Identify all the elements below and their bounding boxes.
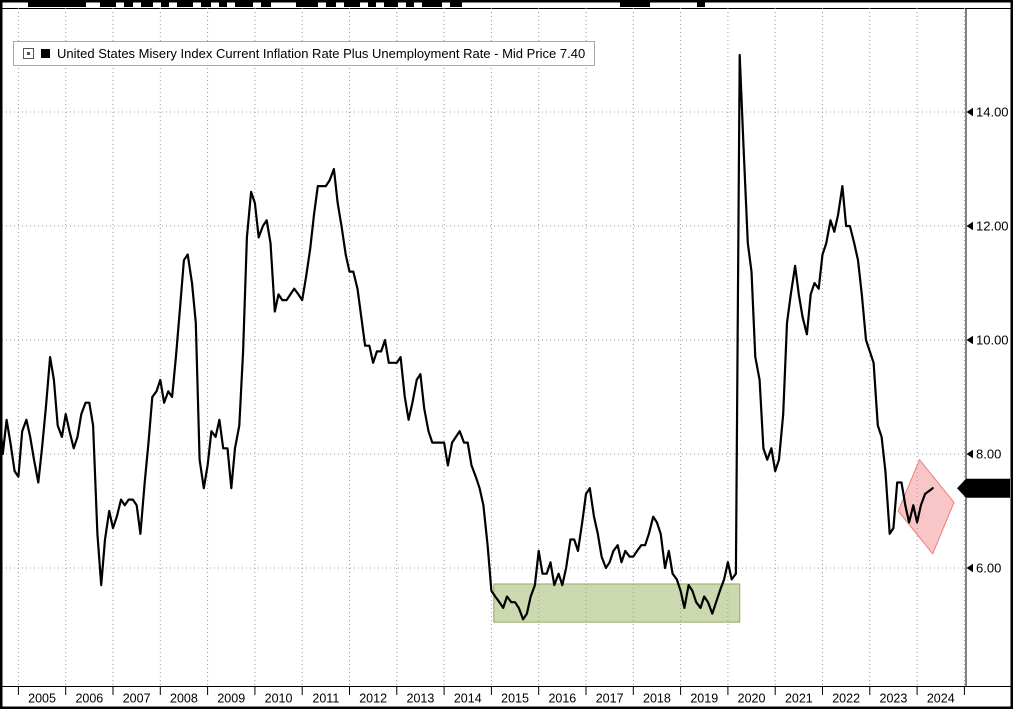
- cropped-header-mark: [124, 1, 133, 7]
- y-axis-tick-label: 8.00: [976, 447, 1001, 462]
- x-axis-year-label: 2015: [501, 692, 529, 706]
- cropped-header-mark: [384, 1, 398, 7]
- cropped-header-mark: [141, 1, 153, 7]
- y-axis-tick-label: 10.00: [976, 333, 1009, 348]
- cropped-header-mark: [344, 1, 360, 7]
- y-tick-arrow-icon: [966, 449, 973, 459]
- cropped-header-mark: [620, 1, 650, 7]
- x-axis-year-label: 2024: [927, 692, 955, 706]
- y-axis-tick-label: 6.00: [976, 561, 1001, 576]
- x-axis-year-label: 2013: [407, 692, 435, 706]
- x-axis-year-label: 2017: [596, 692, 624, 706]
- misery-index-line[interactable]: [0, 53, 934, 621]
- x-axis-year-label: 2014: [454, 692, 482, 706]
- legend-toggle-icon[interactable]: [23, 48, 34, 59]
- x-axis-year-label: 2023: [880, 692, 908, 706]
- cropped-header-mark: [28, 1, 86, 7]
- last-price-tag: [957, 478, 1010, 498]
- low-range-highlight: [493, 583, 741, 623]
- x-axis-year-label: 2006: [75, 692, 103, 706]
- recent-upturn-highlight: [897, 458, 955, 555]
- cropped-header-mark: [450, 1, 462, 7]
- x-axis-year-label: 2022: [832, 692, 860, 706]
- cropped-header-mark: [422, 1, 442, 7]
- x-axis-year-label: 2009: [217, 692, 245, 706]
- series-color-swatch-icon: [41, 49, 50, 58]
- x-axis-year-label: 2016: [548, 692, 576, 706]
- x-axis-year-label: 2018: [643, 692, 671, 706]
- x-axis-year-label: 2012: [359, 692, 387, 706]
- series-legend-label: United States Misery Index Current Infla…: [57, 46, 586, 61]
- cropped-header-mark: [368, 1, 376, 7]
- x-axis-year-label: 2021: [785, 692, 813, 706]
- cropped-header-mark: [406, 1, 414, 7]
- y-axis-tick-label: 12.00: [976, 219, 1009, 234]
- x-axis-year-label: 2010: [265, 692, 293, 706]
- cropped-header-mark: [261, 1, 271, 7]
- x-axis-year-label: 2011: [312, 692, 339, 706]
- cropped-header-mark: [100, 1, 116, 7]
- x-axis-year-label: 2007: [123, 692, 151, 706]
- y-axis-tick-label: 14.00: [976, 105, 1009, 120]
- y-tick-arrow-icon: [966, 563, 973, 573]
- cropped-header-mark: [201, 1, 211, 7]
- cropped-header-mark: [326, 1, 336, 7]
- y-tick-arrow-icon: [966, 221, 973, 231]
- cropped-header-mark: [219, 1, 227, 7]
- x-axis-year-label: 2020: [738, 692, 766, 706]
- cropped-header-mark: [697, 1, 705, 7]
- legend: United States Misery Index Current Infla…: [13, 41, 596, 66]
- last-price-value: 7.40: [976, 481, 1000, 495]
- cropped-header-mark: [177, 1, 193, 7]
- x-axis-year-label: 2005: [28, 692, 56, 706]
- cropped-header-mark: [161, 1, 169, 7]
- x-axis-year-label: 2019: [690, 692, 718, 706]
- cropped-header-mark: [235, 1, 253, 7]
- x-axis-year-label: 2008: [170, 692, 198, 706]
- y-tick-arrow-icon: [966, 107, 973, 117]
- y-tick-arrow-icon: [966, 335, 973, 345]
- cropped-header-mark: [296, 1, 318, 7]
